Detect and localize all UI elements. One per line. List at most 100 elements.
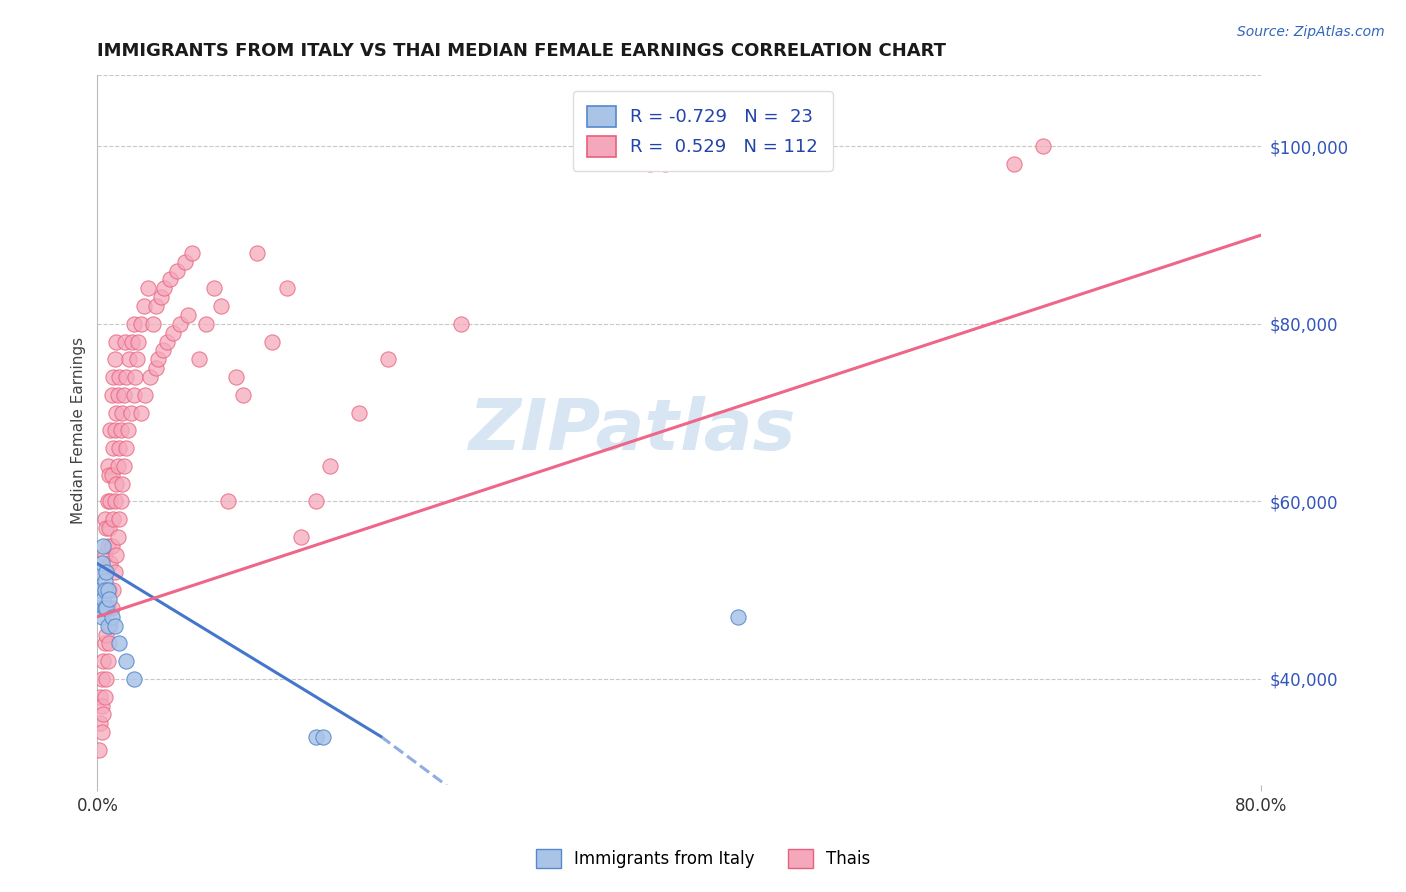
Point: [118, 352, 141, 367]
Point: [96, 618, 118, 632]
Point: [93, 583, 115, 598]
Point: [125, 352, 148, 367]
Point: [1002, 157, 1025, 171]
Point: [152, 343, 174, 358]
Point: [115, 370, 138, 384]
Point: [94, 600, 117, 615]
Point: [96, 600, 118, 615]
Point: [91, 600, 114, 615]
Point: [94, 521, 117, 535]
Point: [87, 743, 110, 757]
Point: [150, 290, 173, 304]
Point: [148, 352, 170, 367]
Point: [100, 423, 122, 437]
Point: [96, 654, 118, 668]
Point: [115, 654, 138, 668]
Point: [101, 609, 124, 624]
Point: [181, 245, 204, 260]
Point: [108, 441, 131, 455]
Point: [169, 317, 191, 331]
Point: [101, 539, 124, 553]
Point: [166, 263, 188, 277]
Point: [127, 334, 149, 349]
Point: [115, 441, 138, 455]
Point: [90, 609, 112, 624]
Point: [94, 672, 117, 686]
Point: [108, 370, 131, 384]
Point: [94, 566, 117, 580]
Point: [96, 583, 118, 598]
Point: [96, 458, 118, 473]
Point: [100, 557, 122, 571]
Point: [304, 494, 326, 508]
Point: [101, 467, 124, 482]
Point: [114, 334, 136, 349]
Point: [96, 494, 118, 508]
Point: [107, 458, 129, 473]
Point: [217, 494, 239, 508]
Point: [153, 281, 176, 295]
Point: [104, 494, 127, 508]
Point: [91, 539, 114, 553]
Point: [100, 618, 122, 632]
Point: [112, 388, 135, 402]
Point: [104, 352, 127, 367]
Point: [93, 636, 115, 650]
Point: [91, 592, 114, 607]
Point: [103, 512, 125, 526]
Point: [173, 254, 195, 268]
Point: [276, 281, 298, 295]
Point: [246, 245, 269, 260]
Point: [101, 388, 124, 402]
Point: [98, 521, 121, 535]
Point: [91, 654, 114, 668]
Point: [232, 388, 254, 402]
Point: [349, 406, 371, 420]
Point: [108, 636, 131, 650]
Point: [225, 370, 247, 384]
Point: [107, 388, 129, 402]
Point: [105, 476, 128, 491]
Point: [638, 157, 661, 171]
Point: [90, 725, 112, 739]
Point: [159, 272, 181, 286]
Point: [93, 574, 115, 589]
Point: [132, 299, 155, 313]
Point: [450, 317, 472, 331]
Point: [290, 530, 312, 544]
Point: [134, 388, 156, 402]
Point: [260, 334, 283, 349]
Point: [90, 672, 112, 686]
Point: [96, 539, 118, 553]
Point: [94, 566, 117, 580]
Point: [121, 334, 143, 349]
Point: [104, 423, 127, 437]
Point: [87, 566, 110, 580]
Text: las: las: [679, 396, 796, 465]
Point: [129, 406, 152, 420]
Point: [176, 308, 198, 322]
Text: ZIPat: ZIPat: [468, 396, 679, 465]
Point: [654, 157, 676, 171]
Point: [93, 548, 115, 562]
Point: [90, 698, 112, 713]
Point: [104, 618, 127, 632]
Legend: R = -0.729   N =  23, R =  0.529   N = 112: R = -0.729 N = 23, R = 0.529 N = 112: [572, 91, 832, 171]
Text: Source: ZipAtlas.com: Source: ZipAtlas.com: [1237, 25, 1385, 39]
Y-axis label: Median Female Earnings: Median Female Earnings: [72, 337, 86, 524]
Point: [304, 730, 326, 744]
Point: [129, 317, 152, 331]
Text: IMMIGRANTS FROM ITALY VS THAI MEDIAN FEMALE EARNINGS CORRELATION CHART: IMMIGRANTS FROM ITALY VS THAI MEDIAN FEM…: [97, 42, 946, 60]
Point: [312, 730, 335, 744]
Point: [377, 352, 399, 367]
Point: [89, 716, 111, 731]
Point: [98, 592, 121, 607]
Point: [98, 636, 121, 650]
Point: [122, 317, 145, 331]
Point: [101, 600, 124, 615]
Point: [1032, 139, 1054, 153]
Point: [105, 548, 128, 562]
Point: [110, 423, 132, 437]
Point: [319, 458, 342, 473]
Point: [105, 406, 128, 420]
